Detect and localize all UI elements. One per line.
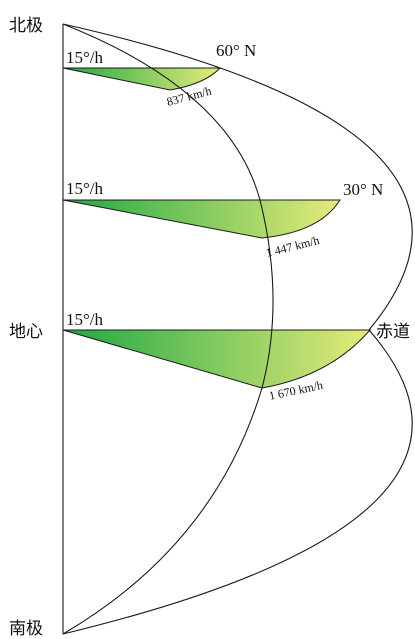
equator-label: 赤道 [376,322,410,342]
outer-meridian [62,23,413,635]
north-pole-label: 北极 [9,16,43,36]
angular-speed-30n: 15°/h [66,179,104,198]
inner-meridian [62,23,274,635]
angular-speed-60n: 15°/h [66,48,104,67]
sector-30n [62,199,341,239]
latitude-30n-label: 30° N [343,180,383,199]
latitude-60n-label: 60° N [216,41,256,60]
linear-speed-30n: 1 447 km/h [264,233,320,260]
south-pole-label: 南极 [9,619,43,639]
angular-speed-equator: 15°/h [66,310,104,329]
earth-center-label: 地心 [9,322,43,342]
sector-equator [62,329,372,389]
